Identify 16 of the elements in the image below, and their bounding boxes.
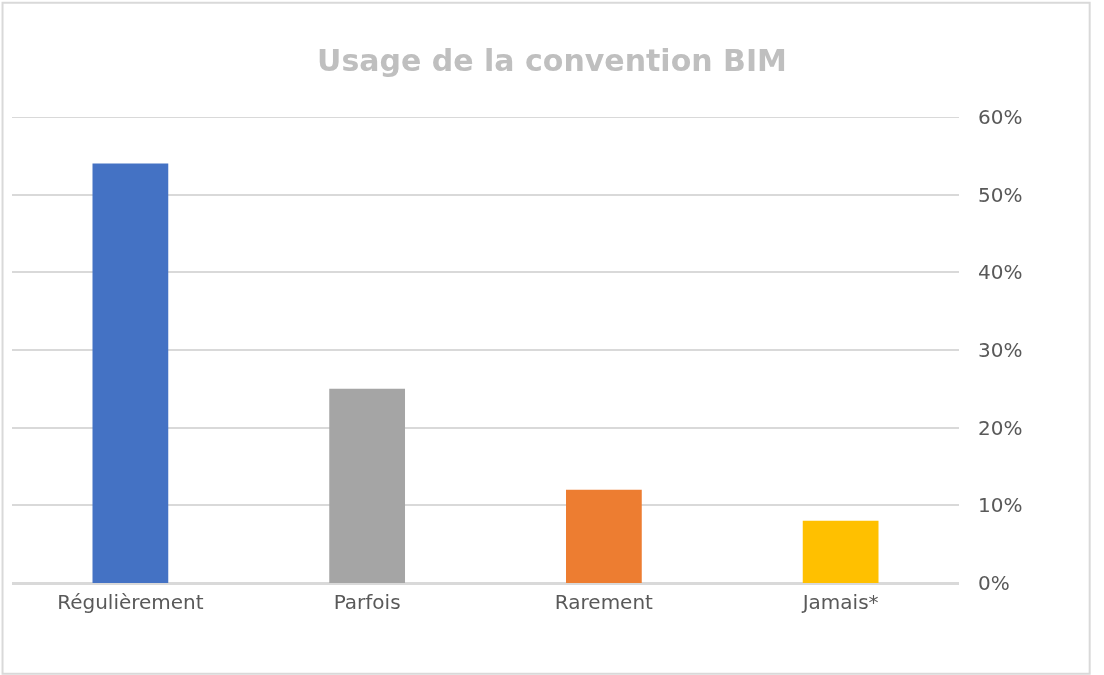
y-tick-label: 40%	[978, 260, 1023, 285]
bar	[92, 163, 169, 583]
bar	[566, 489, 642, 583]
chart-title: Usage de la convention BIM	[317, 43, 787, 79]
x-tick-label: Régulièrement	[57, 590, 204, 614]
y-tick-label: 50%	[978, 182, 1023, 207]
bar	[329, 388, 406, 583]
x-tick-label: Parfois	[333, 590, 401, 614]
x-tick-label: Rarement	[554, 590, 654, 614]
y-tick-label: 20%	[978, 415, 1023, 440]
y-tick-label: 30%	[978, 338, 1023, 362]
y-tick-label: 60%	[978, 105, 1023, 129]
x-tick-label: Jamais*	[800, 590, 879, 614]
y-tick-label: 0%	[978, 571, 1010, 595]
y-tick-label: 10%	[978, 493, 1023, 518]
bar	[802, 520, 879, 583]
